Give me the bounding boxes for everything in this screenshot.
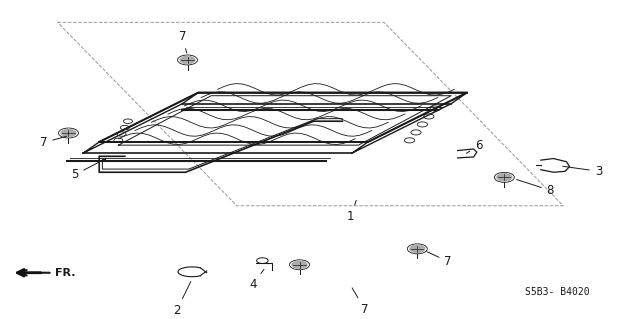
Circle shape: [292, 261, 307, 269]
Text: 7: 7: [40, 136, 67, 149]
Text: 7: 7: [352, 288, 369, 316]
Text: 4: 4: [249, 269, 264, 291]
Circle shape: [410, 245, 425, 253]
Text: S5B3- B4020: S5B3- B4020: [525, 287, 589, 297]
Text: 8: 8: [516, 180, 554, 197]
Text: 1: 1: [347, 200, 356, 223]
Circle shape: [497, 174, 512, 181]
Text: 7: 7: [179, 30, 187, 53]
Text: 3: 3: [563, 165, 602, 178]
Circle shape: [61, 129, 76, 137]
Circle shape: [180, 56, 195, 64]
Text: 6: 6: [467, 139, 483, 153]
Text: 7: 7: [427, 252, 452, 268]
Text: 2: 2: [173, 282, 191, 317]
Text: FR.: FR.: [55, 268, 76, 278]
Text: 5: 5: [71, 158, 106, 181]
